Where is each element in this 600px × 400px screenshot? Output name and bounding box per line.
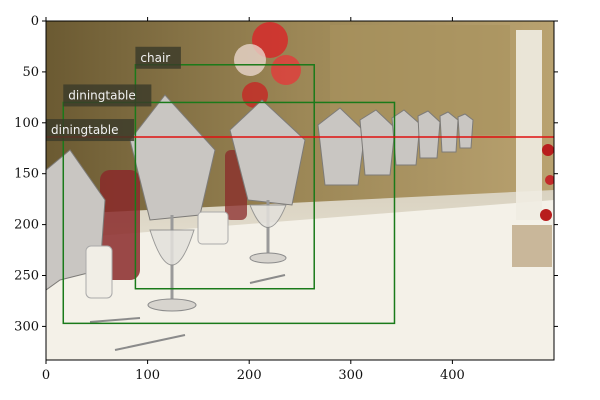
vase (516, 30, 542, 220)
x-tick-label: 300 (338, 368, 363, 383)
detection-label-bg (46, 119, 135, 142)
y-tick-label: 100 (14, 116, 39, 131)
glass-base (147, 298, 197, 312)
napkin-row (46, 94, 474, 291)
coffee-cup (197, 211, 229, 245)
vase-base (512, 225, 552, 267)
detection-label-bg (63, 84, 152, 107)
y-tick-label: 0 (31, 14, 39, 29)
y-tick-label: 150 (14, 167, 39, 182)
flower (545, 175, 554, 185)
balloon-white (234, 44, 266, 76)
detection-box (62, 101, 396, 325)
flower (540, 209, 552, 221)
glass-base (249, 252, 287, 264)
coffee-cup (85, 245, 113, 299)
axes-frame (45, 20, 555, 361)
detection-label-bg (135, 46, 181, 69)
y-tick-label: 50 (22, 65, 39, 80)
y-axis: 0 50 100 150 200 250 300 (14, 14, 558, 334)
x-tick-label: 200 (237, 368, 262, 383)
y-tick-label: 300 (14, 319, 39, 334)
detection-overlay: chair diningtable diningtable (46, 46, 554, 325)
x-tick-label: 100 (135, 368, 160, 383)
y-tick-label: 250 (14, 269, 39, 284)
x-tick-label: 0 (42, 368, 50, 383)
cutlery (89, 274, 286, 351)
flower (542, 144, 554, 156)
detection-label: diningtable (68, 88, 136, 102)
y-tick-label: 200 (14, 218, 39, 233)
detection-label: chair (140, 51, 170, 65)
x-axis: 0 100 200 300 400 (42, 17, 465, 383)
photo (46, 21, 554, 360)
wine-glass-bowl (249, 204, 287, 228)
detection-label: diningtable (51, 123, 119, 137)
wine-glass-bowl (149, 229, 195, 266)
balloon-red (271, 55, 301, 85)
x-tick-label: 400 (440, 368, 465, 383)
detection-box (134, 64, 315, 290)
